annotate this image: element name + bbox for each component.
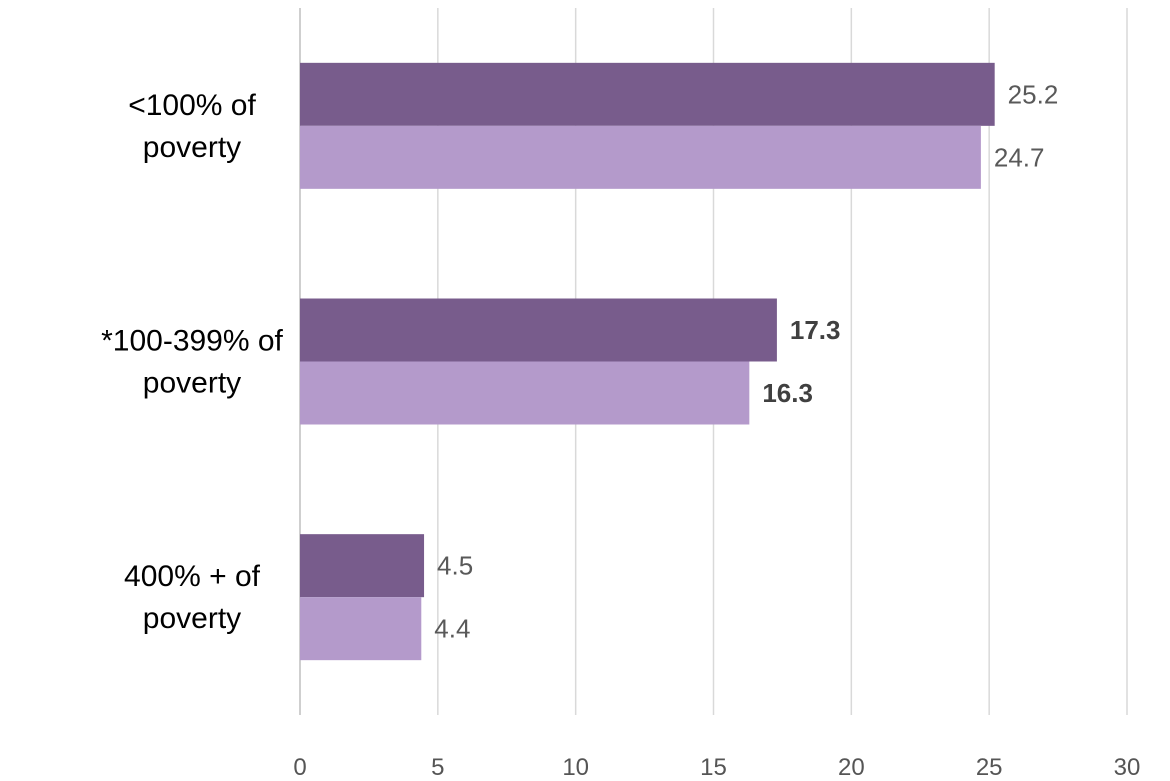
x-tick-label: 5 (431, 754, 444, 781)
x-tick-label: 30 (1114, 754, 1141, 781)
data-label: 25.2 (1008, 79, 1059, 109)
category-label: poverty (143, 602, 241, 635)
bar (300, 597, 422, 661)
category-labels: <100% of poverty *100-399% of poverty 400% +… (101, 89, 283, 635)
category-label: poverty (143, 367, 241, 400)
x-axis-ticks: 0 5 10 15 20 25 30 (293, 754, 1140, 781)
data-label: 17.3 (790, 315, 841, 345)
bar (300, 125, 981, 189)
bar (300, 361, 750, 425)
data-labels: 25.2 24.7 17.3 16.3 4.5 4.4 (434, 79, 1058, 643)
bar (300, 534, 425, 598)
category-label: *100-399% of (101, 325, 283, 358)
x-tick-label: 10 (562, 754, 589, 781)
x-tick-label: 0 (293, 754, 306, 781)
x-tick-label: 25 (976, 754, 1003, 781)
bar (300, 62, 995, 126)
bars (300, 62, 995, 661)
category-label: poverty (143, 131, 241, 164)
data-label: 16.3 (762, 378, 813, 408)
category-label: 400% + of (124, 560, 261, 593)
data-label: 4.4 (434, 614, 470, 644)
bar (300, 298, 777, 362)
x-tick-label: 20 (838, 754, 865, 781)
category-label: <100% of (128, 89, 256, 122)
data-label: 4.5 (437, 551, 473, 581)
x-tick-label: 15 (700, 754, 727, 781)
data-label: 24.7 (994, 142, 1045, 172)
